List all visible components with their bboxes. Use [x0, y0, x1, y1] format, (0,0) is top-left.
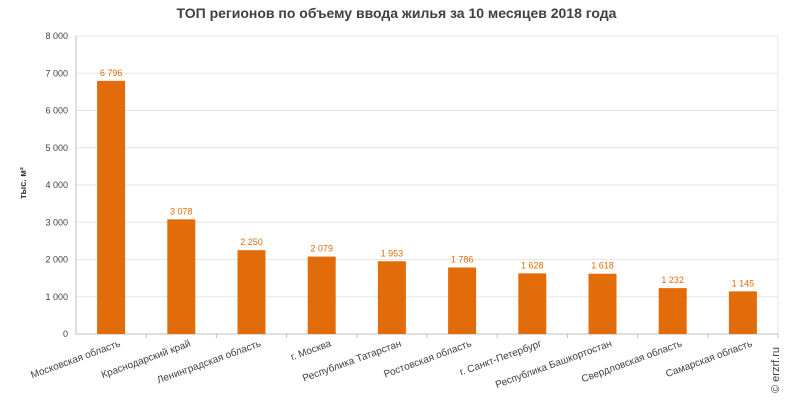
data-label: 1 786	[451, 254, 474, 264]
bar	[237, 250, 266, 334]
bar	[658, 288, 687, 334]
x-tick-label: г. Москва	[289, 338, 333, 363]
bar	[588, 273, 617, 334]
bar	[307, 256, 336, 334]
bar	[377, 261, 406, 334]
chart-title: ТОП регионов по объему ввода жилья за 10…	[176, 5, 617, 21]
bar	[448, 267, 477, 334]
y-tick-label: 2 000	[45, 255, 68, 265]
y-tick-label: 6 000	[45, 106, 68, 116]
y-tick-label: 8 000	[45, 31, 68, 41]
data-label: 1 953	[381, 248, 404, 258]
data-label: 2 079	[310, 244, 333, 254]
data-label: 6 796	[100, 68, 123, 78]
data-label: 1 618	[591, 261, 614, 271]
x-tick-label: Республика Башкортостан	[494, 338, 614, 391]
y-tick-label: 7 000	[45, 68, 68, 78]
bar	[518, 273, 547, 334]
y-tick-label: 0	[63, 329, 68, 339]
data-label: 3 078	[170, 206, 193, 216]
bar	[167, 219, 196, 334]
y-tick-label: 4 000	[45, 180, 68, 190]
y-tick-label: 1 000	[45, 292, 68, 302]
data-label: 1 232	[661, 275, 684, 285]
data-label: 2 250	[240, 237, 263, 247]
y-tick-label: 5 000	[45, 143, 68, 153]
data-label: 1 145	[732, 278, 755, 288]
bar	[728, 291, 757, 334]
data-label: 1 628	[521, 260, 544, 270]
bar	[97, 80, 126, 334]
y-tick-label: 3 000	[45, 217, 68, 227]
